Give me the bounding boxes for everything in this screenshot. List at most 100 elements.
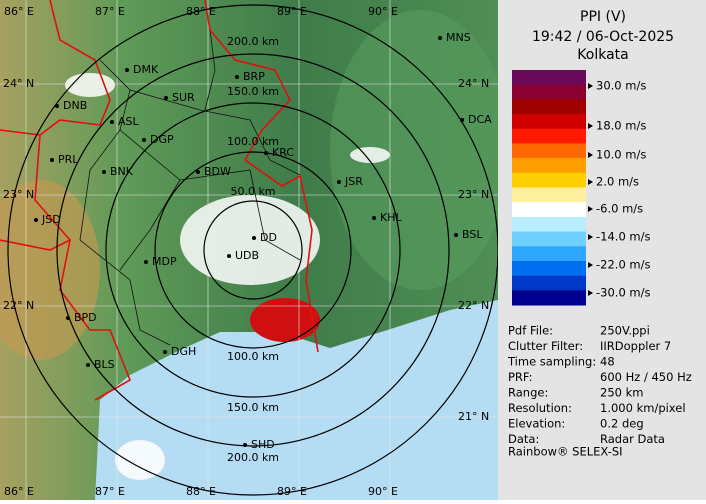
legend-tick xyxy=(588,206,593,212)
lon-label: 90° E xyxy=(368,5,398,18)
city-label: JSR xyxy=(344,175,363,188)
legend-tick xyxy=(588,179,593,185)
lon-label: 89° E xyxy=(277,485,307,498)
lon-label: 90° E xyxy=(368,485,398,498)
city-dot xyxy=(196,170,200,174)
footer: Rainbow® SELEX-SI xyxy=(508,445,623,459)
info-value: 250V.ppi xyxy=(600,324,650,338)
city-label: SHD xyxy=(251,438,275,451)
legend-swatch xyxy=(512,260,586,277)
range-label: 200.0 km xyxy=(227,35,279,48)
city-dot xyxy=(454,233,458,237)
city-dot xyxy=(102,170,106,174)
echoes-red xyxy=(250,298,320,342)
city-dot xyxy=(264,151,268,155)
legend-tick xyxy=(588,83,593,89)
city-label: SUR xyxy=(172,91,195,104)
city-label: PRL xyxy=(58,153,79,166)
info-key: Clutter Filter: xyxy=(508,339,583,353)
legend-tick xyxy=(588,123,593,129)
info-key: Resolution: xyxy=(508,401,572,415)
legend-label: -6.0 m/s xyxy=(596,202,643,216)
city-dot xyxy=(34,218,38,222)
city-label: UDB xyxy=(235,249,259,262)
info-key: Data: xyxy=(508,432,539,446)
info-value: 48 xyxy=(600,355,615,369)
terrain-highland xyxy=(0,180,100,360)
city-label: DNB xyxy=(63,99,87,112)
legend-swatch xyxy=(512,114,586,130)
lon-label: 89° E xyxy=(277,5,307,18)
legend-swatch xyxy=(512,216,586,233)
city-label: BRP xyxy=(243,70,265,83)
city-dot xyxy=(438,36,442,40)
range-label: 150.0 km xyxy=(227,85,279,98)
lon-label: 88° E xyxy=(186,5,216,18)
legend-swatch xyxy=(512,143,586,159)
city-dot xyxy=(66,316,70,320)
info-panel: PPI (V) 19:42 / 06-Oct-2025 Kolkata 30.0… xyxy=(498,0,706,500)
legend-label: -22.0 m/s xyxy=(596,258,650,272)
station: Kolkata xyxy=(577,47,628,63)
legend-swatch xyxy=(512,128,586,144)
city-dot xyxy=(235,75,239,79)
lon-label: 87° E xyxy=(95,485,125,498)
map: 86° E 86° E 87° E 87° E 88° E 88° E 89° E 89° E… xyxy=(0,0,498,500)
legend-swatch xyxy=(512,172,586,188)
legend-tick xyxy=(588,234,593,240)
city-dot xyxy=(252,236,256,240)
city-label: DMK xyxy=(133,63,159,76)
city-label: BSL xyxy=(462,228,483,241)
city-label: DD xyxy=(260,231,277,244)
city-label: MNS xyxy=(446,31,471,44)
city-dot xyxy=(142,138,146,142)
info-value: IIRDoppler 7 xyxy=(600,339,671,353)
city-dot xyxy=(50,158,54,162)
range-label: 100.0 km xyxy=(227,135,279,148)
city-label: ASL xyxy=(118,115,140,128)
lat-label: 22° N xyxy=(458,299,489,312)
city-dot xyxy=(144,260,148,264)
legend-swatch xyxy=(512,84,586,100)
range-label: 200.0 km xyxy=(227,451,279,464)
title: PPI (V) xyxy=(580,9,626,25)
info-value: 0.2 deg xyxy=(600,417,644,431)
legend-tick xyxy=(588,152,593,158)
legend-tick xyxy=(588,290,593,296)
city-dot xyxy=(110,120,114,124)
city-label: DGH xyxy=(171,345,196,358)
lat-label: 21° N xyxy=(458,410,489,423)
city-label: BPD xyxy=(74,311,97,324)
range-label: 150.0 km xyxy=(227,401,279,414)
city-label: BLS xyxy=(94,358,115,371)
info-value: 600 Hz / 450 Hz xyxy=(600,370,692,384)
lat-label: 23° N xyxy=(458,188,489,201)
legend-label: 30.0 m/s xyxy=(596,79,646,93)
lat-label: 22° N xyxy=(3,299,34,312)
lon-label: 86° E xyxy=(4,5,34,18)
city-label: JSD xyxy=(41,213,61,226)
info-value: 1.000 km/pixel xyxy=(600,401,686,415)
info-key: Elevation: xyxy=(508,417,565,431)
legend-swatch xyxy=(512,158,586,174)
city-dot xyxy=(243,443,247,447)
district-borders xyxy=(79,29,301,346)
legend-swatch xyxy=(512,202,586,218)
city-dot xyxy=(337,180,341,184)
legend-tick xyxy=(588,262,593,268)
legend-swatch xyxy=(512,290,586,306)
city-label: KRC xyxy=(272,146,294,159)
legend-label: -14.0 m/s xyxy=(596,230,650,244)
city-dot xyxy=(86,363,90,367)
lat-label: 24° N xyxy=(3,77,34,90)
city-dot xyxy=(372,216,376,220)
info-key: Pdf File: xyxy=(508,324,553,338)
city-label: MDP xyxy=(152,255,177,268)
legend-swatch xyxy=(512,70,586,86)
city-label: DGP xyxy=(150,133,174,146)
legend-swatch xyxy=(512,275,586,291)
lon-label: 86° E xyxy=(4,485,34,498)
legend-swatch xyxy=(512,187,586,203)
range-label: 50.0 km xyxy=(230,185,275,198)
